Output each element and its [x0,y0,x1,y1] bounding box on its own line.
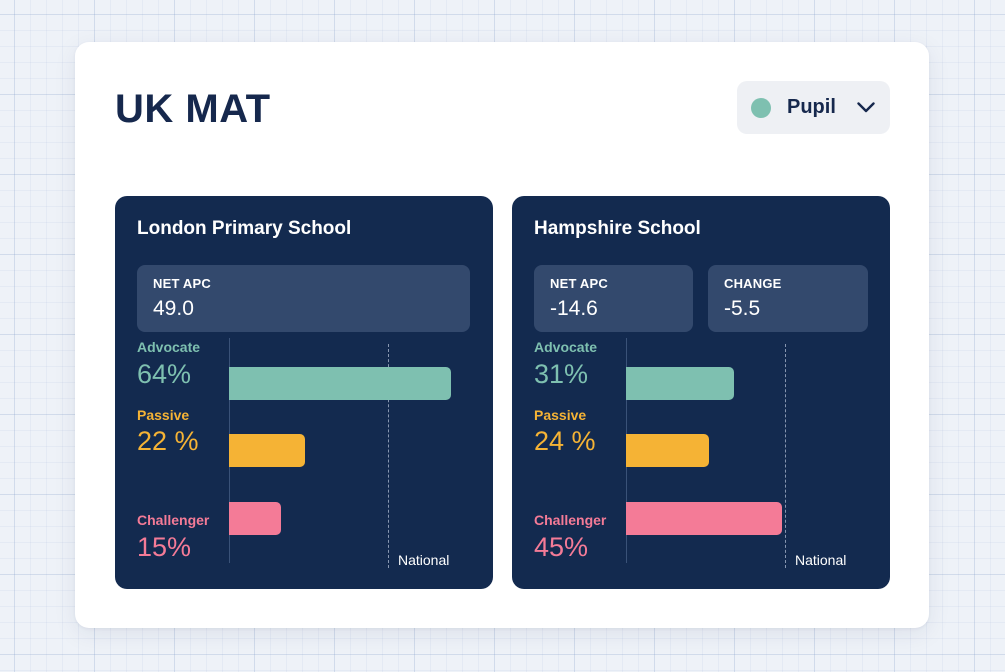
page-title: UK MAT [115,87,271,131]
national-benchmark-line [785,344,786,568]
stat-key: CHANGE [724,276,782,291]
row-label-challenger: Challenger [534,512,607,528]
row-label-passive: Passive [137,407,190,423]
row-pct-passive: 24 % [534,426,596,456]
row-pct-challenger: 15% [137,532,192,562]
stat-value: 49.0 [153,297,194,320]
bar-advocate [229,367,451,400]
stat-value: -5.5 [724,297,761,320]
dashboard-card: UK MAT Pupil London Primary School NET A… [75,42,929,628]
bar-advocate [626,367,734,400]
chevron-down-icon [856,98,876,118]
national-benchmark-line [388,344,389,568]
audience-dropdown[interactable]: Pupil [737,81,890,134]
stat-key: NET APC [550,276,608,291]
row-pct-advocate: 31% [534,359,589,389]
row-label-advocate: Advocate [534,339,598,355]
school-panel-london: London Primary School NET APC 49.0 Natio… [115,196,493,589]
row-pct-advocate: 64% [137,359,192,389]
audience-dropdown-label: Pupil [787,96,836,118]
school-name: Hampshire School [534,218,701,239]
row-label-challenger: Challenger [137,512,210,528]
row-pct-challenger: 45% [534,532,589,562]
row-pct-passive: 22 % [137,426,199,456]
stat-key: NET APC [153,276,211,291]
stat-value: -14.6 [550,297,598,320]
bar-challenger [626,502,782,535]
bar-passive [229,434,305,467]
bar-passive [626,434,709,467]
national-label: National [398,552,450,568]
net-apc-stat: NET APC 49.0 [137,265,470,332]
change-stat: CHANGE -5.5 [708,265,868,332]
row-label-advocate: Advocate [137,339,201,355]
national-label: National [795,552,847,568]
bar-challenger [229,502,281,535]
school-name: London Primary School [137,218,352,239]
net-apc-stat: NET APC -14.6 [534,265,693,332]
school-panel-hampshire: Hampshire School NET APC -14.6 CHANGE -5… [512,196,890,589]
row-label-passive: Passive [534,407,587,423]
audience-color-dot [751,97,771,118]
